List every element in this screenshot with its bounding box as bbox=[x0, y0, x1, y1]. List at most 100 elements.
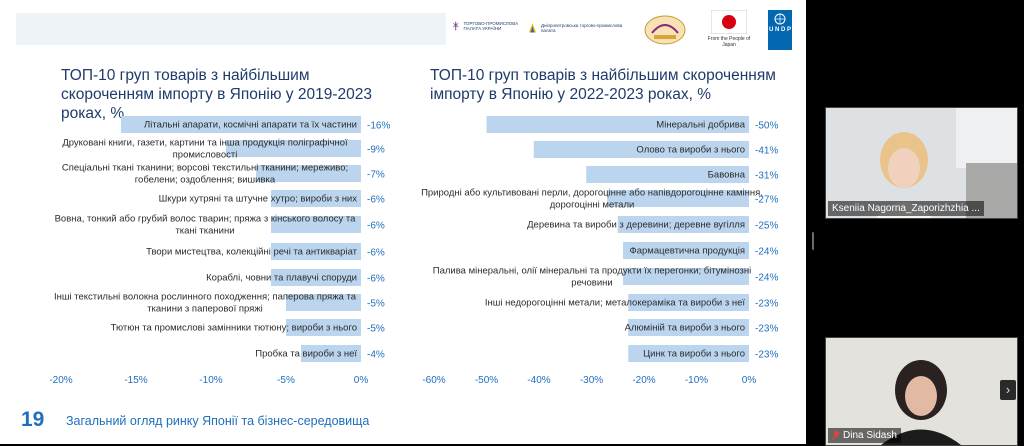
chart1-bar-7 bbox=[286, 294, 361, 311]
chart1-bar-6 bbox=[271, 269, 361, 286]
chart1-category-label-5: Твори мистецтва, колекційні речі та анти… bbox=[146, 247, 358, 258]
chart2-title: ТОП-10 груп товарів з найбільшим скороче… bbox=[430, 67, 776, 103]
chart2-value-label-0: -50% bbox=[755, 121, 778, 132]
chart2-xtick-1: -50% bbox=[475, 375, 498, 386]
japan-logo-text: From the People of Japan bbox=[707, 36, 751, 48]
chart2-category-label-5: Фармацевтична продукція bbox=[630, 246, 745, 257]
chart1-bar-9 bbox=[301, 345, 361, 362]
chart1-category-label-1: Друковані книги, газети, картини та інша… bbox=[62, 138, 348, 161]
chart2-xtick-3: -30% bbox=[580, 375, 603, 386]
chart1-value-label-1: -9% bbox=[367, 145, 385, 156]
chart1-title: ТОП-10 груп товарів з найбільшим скороче… bbox=[61, 67, 372, 122]
chart1-bar-2 bbox=[256, 165, 361, 182]
chart1-bar-1 bbox=[226, 140, 361, 157]
ukraine-chamber-logo-text: ТОРГОВО-ПРОМИСЛОВА ПАЛАТА УКРАЇНИ bbox=[463, 21, 519, 31]
chart1-category-label-8: Тютюн та промислові замінники тютюну; ви… bbox=[111, 323, 357, 334]
undp-logo-text: U N D P bbox=[768, 27, 791, 33]
chart2-value-label-2: -31% bbox=[755, 171, 778, 182]
japan-flag-logo: From the People of Japan bbox=[704, 10, 754, 52]
chart1-category-label-9: Пробка та вироби з неї bbox=[255, 349, 357, 360]
chart2-bar-5 bbox=[623, 242, 749, 259]
chart1-value-label-8: -5% bbox=[367, 324, 385, 335]
chart2-bar-0 bbox=[486, 116, 749, 133]
presentation-slide: ТОРГОВО-ПРОМИСЛОВА ПАЛАТА УКРАЇНИ Дніпро… bbox=[0, 0, 806, 444]
chart1-value-label-6: -6% bbox=[367, 274, 385, 285]
japan-flag-icon bbox=[711, 10, 747, 34]
participant-video-2[interactable]: Dina Sidash bbox=[825, 337, 1018, 446]
chart2-value-label-4: -25% bbox=[755, 221, 778, 232]
chart1-bar-4 bbox=[271, 216, 361, 233]
chart2-value-label-5: -24% bbox=[755, 247, 778, 258]
chart2-category-label-1: Олово та вироби з нього bbox=[636, 145, 745, 156]
chart2-xtick-4: -20% bbox=[632, 375, 655, 386]
chart2-value-label-1: -41% bbox=[755, 146, 778, 157]
chart2-category-label-6: Палива мінеральні, олії мінеральні та пр… bbox=[433, 266, 751, 289]
chart2-category-label-2: Бавовна bbox=[708, 170, 746, 181]
dnipro-chamber-logo: Дніпропетровська торгово-промислова пала… bbox=[528, 22, 628, 34]
chart1-category-label-7: Інші текстильні волокна рослинного поход… bbox=[54, 292, 357, 315]
chart2-category-label-8: Алюміній та вироби з нього bbox=[625, 323, 745, 334]
chart1-category-label-2: Спеціальні ткані тканини; ворсові тексти… bbox=[62, 163, 348, 186]
chart1-xtick-1: -15% bbox=[124, 375, 147, 386]
chart2-bar-4 bbox=[617, 216, 749, 233]
participant-2-name: Dina Sidash bbox=[843, 430, 897, 441]
chart2-value-label-7: -23% bbox=[755, 299, 778, 310]
undp-logo: U N D P bbox=[768, 10, 792, 50]
chart2-category-label-3: Природні або культивовані перли, дорогоц… bbox=[421, 188, 763, 211]
chart1-value-label-7: -5% bbox=[367, 299, 385, 310]
chart1-category-label-3: Шкури хутряні та штучне хутро; вироби з … bbox=[159, 194, 358, 205]
chart1-xtick-3: -5% bbox=[277, 375, 295, 386]
chart2-bar-8 bbox=[628, 319, 749, 336]
chart2-xtick-2: -40% bbox=[527, 375, 550, 386]
chart1-value-label-0: -16% bbox=[367, 121, 390, 132]
ukraine-chamber-logo: ТОРГОВО-ПРОМИСЛОВА ПАЛАТА УКРАЇНИ bbox=[452, 18, 522, 34]
participant-video-1[interactable]: Kseniia Nagorna_Zaporizhzhia ... bbox=[825, 107, 1018, 219]
chart1-value-label-2: -7% bbox=[367, 170, 385, 181]
chart2-category-label-7: Інші недорогоцінні метали; металокерамік… bbox=[485, 298, 745, 309]
chart1-category-label-6: Кораблі, човни та плавучі споруди bbox=[206, 273, 357, 284]
chart2-value-label-9: -23% bbox=[755, 350, 778, 361]
chart1-bar-5 bbox=[271, 243, 361, 260]
chart1-category-label-0: Літальні апарати, космічні апарати та їх… bbox=[144, 120, 357, 131]
chart2-bar-chart: Мінеральні добрива -50% Олово та вироби з … bbox=[421, 116, 778, 386]
header-band bbox=[16, 13, 446, 45]
participant-2-nametag: Dina Sidash bbox=[828, 428, 901, 443]
chart2-value-label-3: -27% bbox=[755, 195, 778, 206]
dnipro-chamber-logo-text: Дніпропетровська торгово-промислова пала… bbox=[540, 23, 623, 33]
muted-mic-icon bbox=[832, 430, 840, 440]
chart1-bar-8 bbox=[286, 319, 361, 336]
chart2-xtick-5: -10% bbox=[685, 375, 708, 386]
caduceus-icon bbox=[453, 21, 459, 31]
chart2-category-label-4: Деревина та вироби з деревини; деревне в… bbox=[527, 220, 745, 231]
chart1-value-label-4: -6% bbox=[367, 221, 385, 232]
chart2-category-label-0: Мінеральні добрива bbox=[656, 120, 745, 131]
chart2-xtick-0: -60% bbox=[422, 375, 445, 386]
chart1-value-label-9: -4% bbox=[367, 350, 385, 361]
chart1-xtick-4: 0% bbox=[354, 375, 369, 386]
chart2-bar-6 bbox=[623, 268, 749, 285]
chart2-bar-2 bbox=[586, 166, 749, 183]
chart2-category-label-9: Цинк та вироби з нього bbox=[643, 349, 745, 360]
un-emblem-icon bbox=[774, 13, 786, 25]
chart2-value-label-6: -24% bbox=[755, 273, 778, 284]
chart1-value-label-5: -6% bbox=[367, 248, 385, 259]
emblem-logo bbox=[644, 15, 686, 45]
dnipro-emblem-icon bbox=[528, 23, 537, 33]
chart1-bar-chart: Літальні апарати, космічні апарати та їх… bbox=[49, 116, 390, 386]
chart2-bar-9 bbox=[628, 345, 749, 362]
footer-text: Загальний огляд ринку Японії та бізнес-с… bbox=[66, 414, 370, 428]
participant-2-video-frame bbox=[826, 338, 1017, 445]
chart1-bar-3 bbox=[271, 190, 361, 207]
chart2-bar-1 bbox=[533, 141, 749, 158]
chart2-bar-7 bbox=[628, 294, 749, 311]
resize-handle[interactable] bbox=[812, 232, 814, 250]
next-page-button[interactable]: › bbox=[1000, 380, 1016, 400]
chart1-category-label-4: Вовна, тонкий або грубий волос тварин; п… bbox=[55, 214, 357, 237]
chart1-value-label-3: -6% bbox=[367, 195, 385, 206]
chart2-bar-3 bbox=[607, 190, 749, 207]
slide-number: 19 bbox=[21, 408, 45, 431]
chart2-value-label-8: -23% bbox=[755, 324, 778, 335]
chart1-xtick-0: -20% bbox=[49, 375, 72, 386]
participant-1-nametag: Kseniia Nagorna_Zaporizhzhia ... bbox=[828, 201, 984, 216]
chart1-xtick-2: -10% bbox=[199, 375, 222, 386]
